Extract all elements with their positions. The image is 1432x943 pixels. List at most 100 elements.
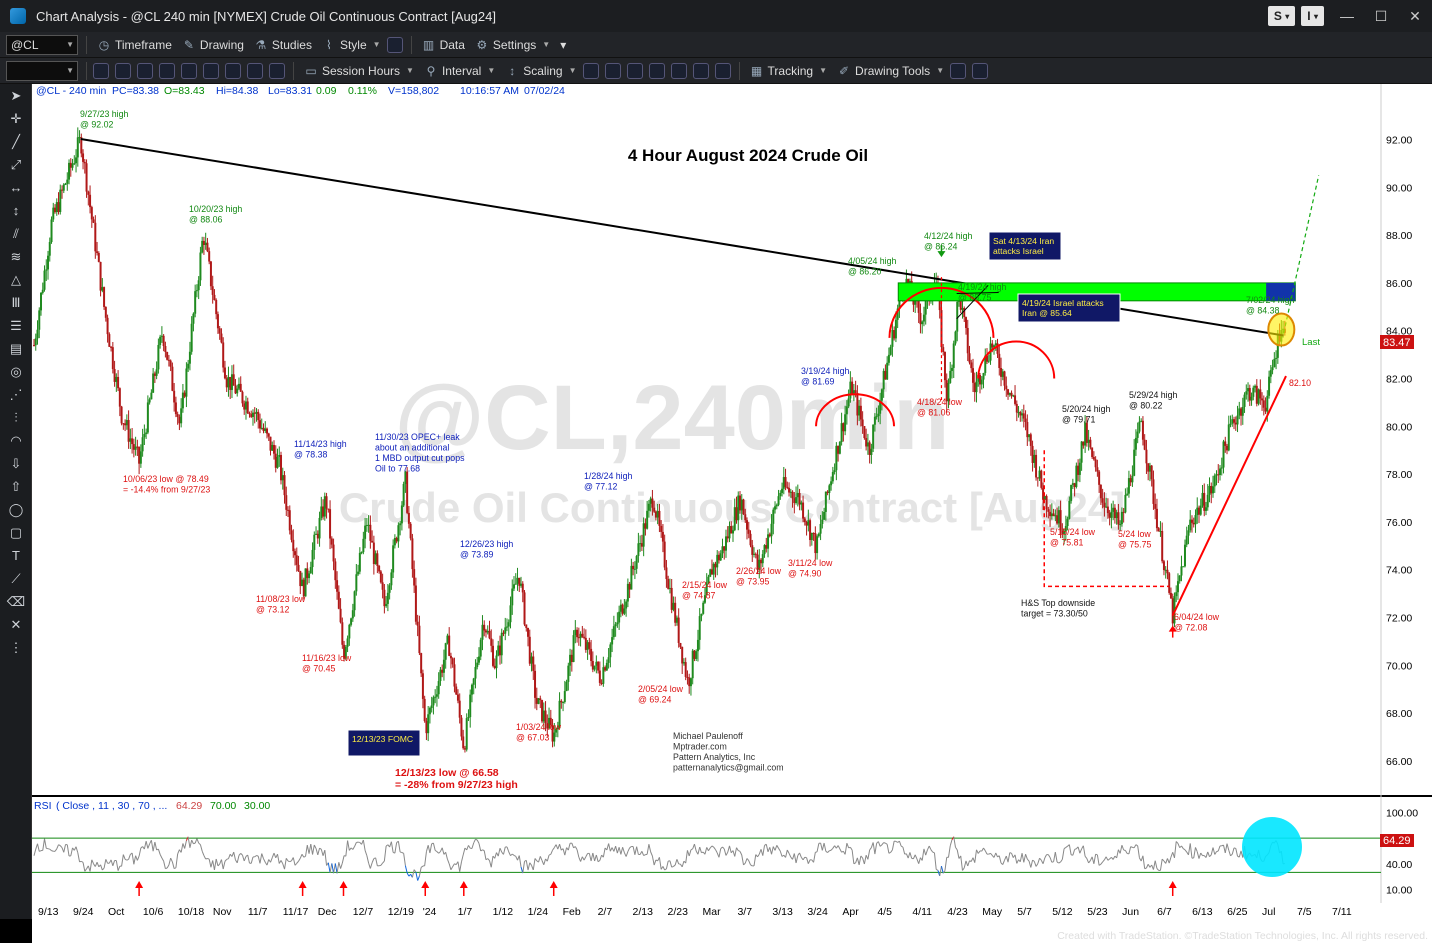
rsi-segment [877,841,881,847]
compress-icon[interactable] [648,62,665,79]
candle-body [1080,441,1083,463]
candle-body [707,576,710,583]
candle-body [278,454,281,457]
expand-icon[interactable] [670,62,687,79]
drawing-tools-menu[interactable]: ✐ Drawing Tools ▼ [839,63,945,78]
rsi-segment [299,854,303,859]
delete-icon[interactable]: ✕ [10,616,22,632]
columns-icon[interactable] [604,62,621,79]
rsi-segment [1070,854,1073,856]
header-date: 07/02/24 [524,85,565,97]
more-chevron-icon[interactable]: ▾ [560,37,567,52]
arrow-down-icon[interactable]: ⇩ [10,455,22,471]
tracking-menu[interactable]: ▦ Tracking ▼ [750,63,828,78]
s-button[interactable]: S ▾ [1267,6,1296,26]
bars-icon[interactable] [582,62,599,79]
candle-body [1129,478,1132,483]
rsi-segment [1121,845,1125,851]
zoom-in-icon[interactable] [692,62,709,79]
minimize-icon[interactable]: — [1340,8,1354,24]
session-hours-menu[interactable]: ▭ Session Hours ▼ [305,63,414,78]
close-icon[interactable]: ✕ [1409,7,1421,24]
export-icon[interactable] [950,62,967,79]
ray-icon[interactable]: ⤢ [10,156,22,172]
zoom-out-icon[interactable] [714,62,731,79]
rsi-segment [734,847,737,857]
candle-body [637,543,640,557]
triangle-icon[interactable]: △ [11,271,21,287]
bars-tool-icon[interactable]: Ⅲ [11,294,21,310]
rectangle-icon[interactable]: ▢ [9,524,23,540]
arrow-up-icon[interactable]: ⇧ [10,478,22,494]
crosshair-icon[interactable]: ✛ [10,110,22,126]
insert-icon[interactable] [181,62,197,79]
fib-icon[interactable]: ≋ [10,248,22,264]
rsi-segment [599,854,603,861]
regression-icon[interactable]: ⫶ [14,409,18,425]
interval-input[interactable]: ▼ [6,60,78,81]
annotation-line: 1 MBD output cut pops [375,453,465,463]
lock-icon[interactable]: ⋮ [9,639,23,655]
cycle-icon[interactable]: ◎ [10,363,22,379]
gann-icon[interactable]: ☰ [10,317,22,333]
rsi-segment [1135,844,1138,847]
candle-body [271,444,274,451]
alert-icon[interactable] [269,62,285,79]
rsi-segment [974,849,977,863]
candle-body [1150,465,1153,480]
candle-body [747,529,750,534]
text-icon[interactable]: T [12,548,20,563]
spacing-icon[interactable] [626,62,643,79]
settings-menu[interactable]: ⚙ Settings ▼ [476,37,551,52]
candle-body [257,411,260,421]
candle-body [222,342,225,368]
rsi-segment [226,858,229,860]
drawing-menu[interactable]: ✎ Drawing [183,37,244,52]
candle-body [1035,454,1038,478]
rewind-icon[interactable] [225,62,241,79]
candle-body [511,588,514,606]
find-icon[interactable] [159,62,175,79]
rsi-segment [774,845,778,851]
candle-body [1245,391,1248,395]
maximize-icon[interactable]: ☐ [1374,7,1388,24]
data-menu[interactable]: ▥ Data [422,37,465,52]
link-icon[interactable] [972,62,989,79]
scaling-menu[interactable]: ↕ Scaling ▼ [505,64,576,78]
symbol-input[interactable]: @CL ▼ [6,34,78,55]
grid-tool-icon[interactable]: ▤ [9,340,23,356]
rsi-arrow-head [421,881,430,888]
eraser-icon[interactable]: ⌫ [6,593,26,609]
forward-icon[interactable] [247,62,263,79]
horizontal-line-icon[interactable]: ↔ [9,180,23,195]
speed-lines-icon[interactable]: ⋰ [9,386,23,402]
rsi-segment [266,859,270,866]
layout-icon[interactable] [386,36,403,53]
refresh-icon[interactable] [93,62,109,79]
ellipse-icon[interactable]: ◯ [8,501,24,517]
pointer-icon[interactable]: ➤ [10,87,22,103]
vertical-line-icon[interactable]: ↕ [12,203,20,218]
trendline-icon[interactable]: ╱ [12,133,20,149]
undo-icon[interactable] [203,62,219,79]
arc-icon[interactable]: ◠ [10,432,22,448]
interval-menu[interactable]: ⚲ Interval ▼ [424,64,496,78]
calendar-icon[interactable] [137,62,153,79]
candle-body [325,496,328,509]
rsi-segment [256,855,259,857]
candle-body [1206,494,1209,508]
ruler-icon[interactable]: ⟋ [11,570,21,586]
candle-body [351,610,354,619]
sync-icon[interactable] [115,62,131,79]
chart-area[interactable]: @CL,240min Crude Oil Continuous Contract… [32,84,1432,943]
style-menu[interactable]: ⌇ Style ▼ [322,38,381,52]
i-button[interactable]: I ▾ [1301,6,1324,26]
rsi-segment [1168,856,1172,864]
candle-body [1171,598,1174,624]
rsi-segment [1082,845,1086,857]
timeframe-menu[interactable]: ◷ Timeframe [98,37,172,52]
candle-body [586,642,589,650]
channel-icon[interactable]: ⫽ [13,225,19,241]
rsi-segment [981,847,984,852]
studies-menu[interactable]: ⚗ Studies [255,37,312,52]
